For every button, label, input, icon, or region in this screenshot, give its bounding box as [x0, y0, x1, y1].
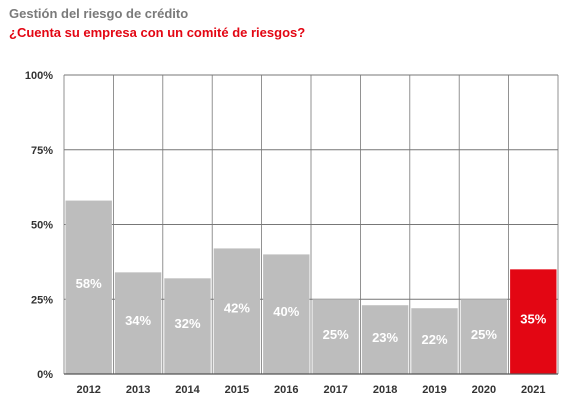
y-tick-label: 100%	[25, 70, 53, 82]
bar-value-label-2015: 42%	[224, 301, 250, 316]
x-tick-label-2016: 2016	[274, 384, 298, 396]
bar-2013	[114, 272, 162, 374]
labels-layer: 58% 34% 32% 42% 40% 25% 23% 22% 25% 35%	[76, 276, 547, 347]
x-tick-label-2015: 2015	[225, 384, 249, 396]
y-tick-label: 50%	[31, 220, 53, 232]
bar-value-label-2017: 25%	[323, 327, 349, 342]
bar-value-label-2020: 25%	[471, 327, 497, 342]
chart-header: Gestión del riesgo de crédito ¿Cuenta su…	[9, 6, 557, 41]
bar-2012	[65, 200, 112, 374]
bar-value-label-2014: 32%	[174, 316, 200, 331]
x-tick-label-2017: 2017	[323, 384, 347, 396]
bar-2017	[312, 299, 359, 374]
bar-2018	[361, 305, 409, 374]
bar-value-label-2016: 40%	[273, 304, 299, 319]
bar-2021	[510, 269, 557, 374]
x-tick-label-2021: 2021	[521, 384, 545, 396]
bar-value-label-2019: 22%	[421, 332, 447, 347]
bar-2016	[263, 254, 310, 374]
bar-2019	[411, 308, 458, 374]
y-tick-label: 75%	[31, 145, 53, 157]
bar-value-label-2018: 23%	[372, 330, 398, 345]
bar-2020	[460, 299, 508, 374]
chart-subtitle: ¿Cuenta su empresa con un comité de ries…	[9, 25, 306, 40]
y-tick-label: 0%	[37, 369, 53, 381]
y-tick-label: 25%	[31, 294, 53, 306]
bar-value-label-2021: 35%	[520, 312, 546, 327]
x-tick-label-2020: 2020	[472, 384, 496, 396]
bar-2014	[164, 278, 211, 374]
bars-layer	[65, 200, 557, 374]
x-tick-label-2014: 2014	[175, 384, 200, 396]
chart-title: Gestión del riesgo de crédito	[9, 6, 189, 21]
x-tick-label-2012: 2012	[76, 384, 100, 396]
x-tick-label-2013: 2013	[126, 384, 150, 396]
bar-2015	[213, 248, 261, 374]
x-tick-label-2018: 2018	[373, 384, 397, 396]
bar-value-label-2012: 58%	[76, 276, 102, 291]
x-tick-label-2019: 2019	[422, 384, 446, 396]
axis-layer: 0% 25% 50% 75% 100% 2012 2013 2014 2015 2016 2017 2…	[25, 70, 558, 396]
bar-value-label-2013: 34%	[125, 313, 151, 328]
